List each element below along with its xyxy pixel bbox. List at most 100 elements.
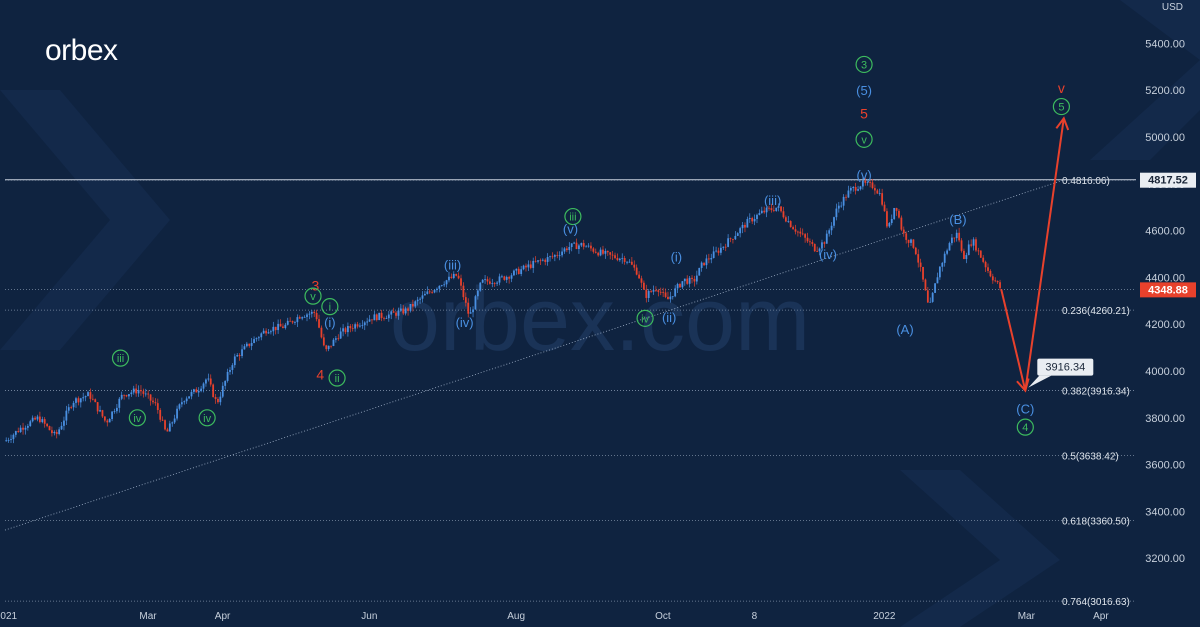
- candle-body: [467, 302, 470, 314]
- x-tick-label: Apr: [1093, 611, 1109, 622]
- candle-body: [700, 262, 703, 268]
- candle-body: [688, 277, 691, 284]
- candle-body: [532, 260, 535, 268]
- candle-body: [113, 411, 116, 412]
- candle-body: [693, 278, 696, 282]
- candle-body: [809, 241, 811, 243]
- candle-body: [910, 239, 912, 243]
- candle-body: [250, 342, 253, 346]
- wave-label: 5: [860, 106, 868, 122]
- y-tick-label: 3800.00: [1145, 413, 1185, 425]
- candle-body: [24, 427, 27, 430]
- candle-body: [91, 398, 94, 400]
- candle-body: [282, 326, 284, 329]
- candle-body: [41, 419, 44, 423]
- candle-body: [10, 439, 12, 440]
- wave-label-circle: [855, 130, 873, 148]
- candle-body: [14, 431, 17, 435]
- wave-label: (iv): [456, 315, 474, 330]
- candle-body: [298, 317, 301, 319]
- candle-body: [835, 208, 838, 218]
- candle-body: [330, 345, 332, 347]
- candle-body: [378, 312, 381, 321]
- candle-body: [681, 281, 684, 288]
- candle-body: [476, 290, 479, 297]
- candle-body: [522, 265, 525, 270]
- price-axis[interactable]: 3200.00 3400.00 3600.00 3800.00 4000.00 4200.…: [1145, 38, 1185, 565]
- candle-body: [277, 323, 280, 331]
- candle-body: [224, 380, 227, 386]
- candle-body: [768, 207, 770, 209]
- wave-label: (A): [896, 322, 913, 337]
- candle-body: [784, 217, 787, 222]
- candle-body: [180, 402, 183, 405]
- candle-body: [294, 322, 296, 323]
- candle-body: [407, 308, 409, 311]
- candle-body: [618, 258, 621, 261]
- candle-body: [760, 210, 763, 214]
- candle-body: [77, 398, 80, 403]
- y-tick-label: 3600.00: [1145, 460, 1185, 472]
- candle-body: [486, 279, 489, 282]
- candle-body: [501, 276, 503, 278]
- candle-body: [75, 398, 77, 403]
- wave-label: (i): [671, 249, 683, 264]
- candle-body: [529, 264, 532, 268]
- candle-body: [953, 237, 956, 239]
- candle-body: [931, 292, 934, 302]
- time-axis[interactable]: 2021 Mar Apr Jun Aug Oct 8 2022 Mar Apr: [0, 611, 1109, 622]
- candle-body: [659, 291, 662, 293]
- candle-body: [431, 291, 434, 293]
- candle-body: [221, 385, 224, 397]
- candle-body: [219, 396, 222, 403]
- candle-body: [385, 318, 388, 320]
- candle-body: [886, 211, 888, 227]
- wave-label-circle: [128, 409, 146, 427]
- candle-body: [99, 410, 101, 412]
- candle-body: [628, 261, 631, 263]
- candle-body: [354, 324, 357, 329]
- candle-body: [823, 242, 826, 244]
- candle-body: [741, 224, 744, 229]
- candle-body: [115, 407, 118, 412]
- candle-body: [426, 291, 429, 294]
- candle-body: [260, 333, 263, 338]
- candle-body: [929, 301, 932, 303]
- candle-body: [409, 303, 412, 311]
- candle-body: [279, 323, 282, 327]
- trendline[interactable]: [4, 178, 1067, 531]
- candle-body: [31, 417, 34, 422]
- candle-body: [650, 291, 653, 292]
- candle-body: [274, 326, 277, 331]
- candle-body: [734, 235, 737, 240]
- wave-label-circle: [1016, 418, 1034, 436]
- wave-label: iii: [117, 353, 124, 365]
- candle-body: [551, 256, 554, 258]
- candle-body: [241, 349, 243, 356]
- candle-body: [864, 180, 867, 183]
- wave-label: (ii): [662, 310, 676, 325]
- candle-body: [775, 207, 778, 211]
- candle-body: [154, 402, 157, 404]
- candle-body: [255, 338, 258, 340]
- target-price-label: 3916.34: [1045, 362, 1085, 374]
- candle-body: [217, 398, 219, 403]
- candle-body: [315, 312, 318, 320]
- candle-body: [142, 391, 145, 394]
- candle-body: [397, 310, 400, 316]
- candle-body: [907, 239, 910, 243]
- candle-body: [34, 417, 36, 420]
- candle-body: [871, 182, 874, 189]
- candle-body: [876, 190, 879, 194]
- candle-body: [960, 240, 963, 251]
- candle-body: [609, 252, 612, 255]
- candle-body: [135, 388, 138, 394]
- candle-body: [443, 284, 446, 286]
- candle-body: [869, 181, 871, 183]
- candle-body: [914, 247, 917, 255]
- candle-body: [792, 227, 794, 230]
- candle-body: [197, 390, 200, 393]
- wave-label: (i): [324, 315, 336, 330]
- candle-body: [402, 308, 405, 314]
